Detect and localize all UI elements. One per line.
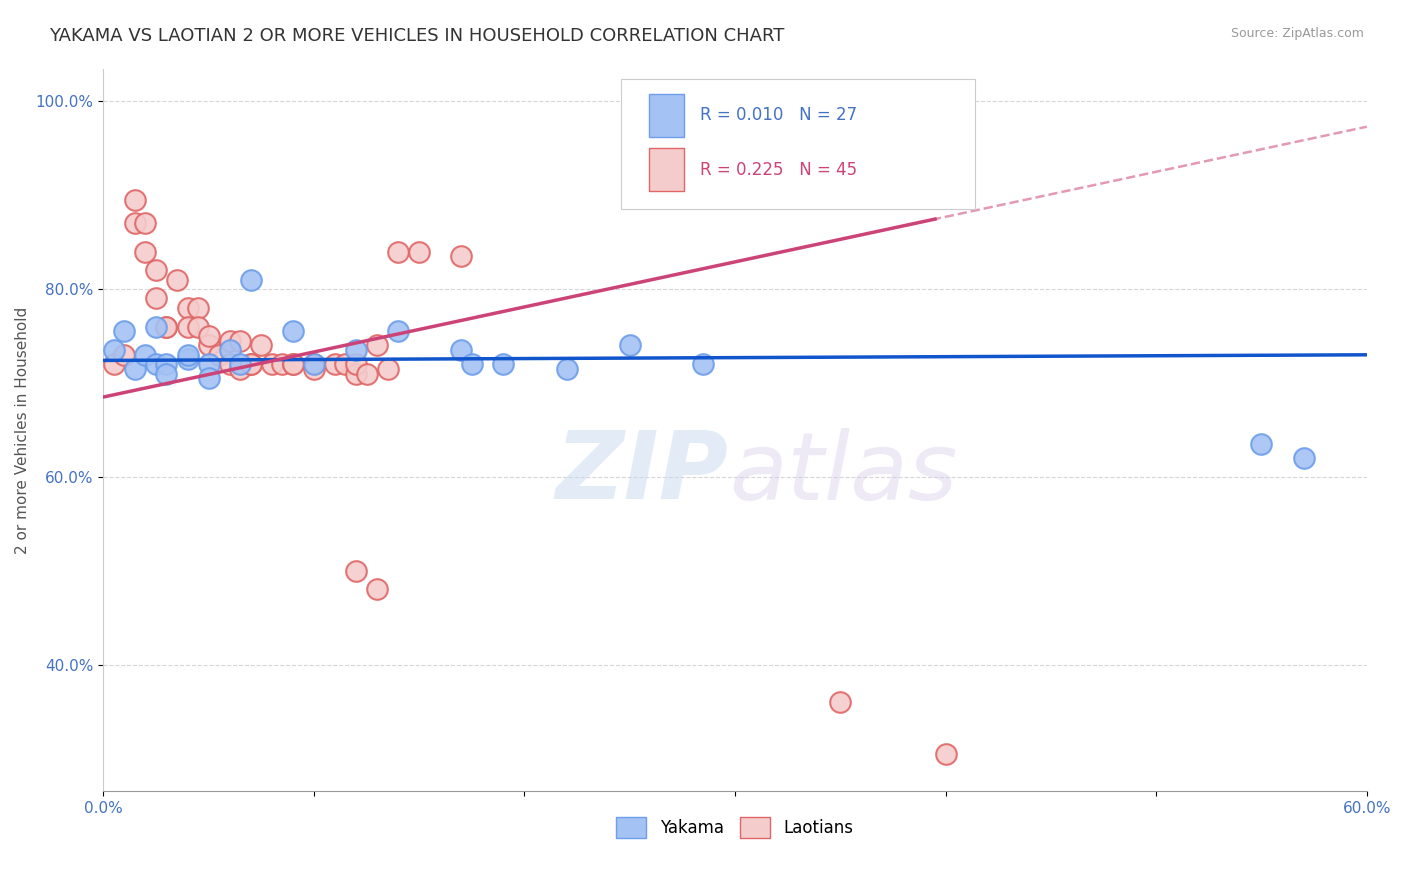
Text: YAKAMA VS LAOTIAN 2 OR MORE VEHICLES IN HOUSEHOLD CORRELATION CHART: YAKAMA VS LAOTIAN 2 OR MORE VEHICLES IN … [49,27,785,45]
Point [229,362,252,376]
Point [145,319,167,334]
Point [281,324,304,338]
Point [103,343,125,358]
Point [271,357,294,371]
Point [134,348,156,362]
Point [187,319,209,334]
Point [124,216,146,230]
Point [155,319,177,334]
Point [302,362,325,376]
Text: Source: ZipAtlas.com: Source: ZipAtlas.com [1230,27,1364,40]
Point [302,357,325,371]
FancyBboxPatch shape [650,94,685,137]
Point [166,273,188,287]
Point [555,362,578,376]
Point [145,263,167,277]
Point [112,348,135,362]
Point [387,324,409,338]
Point [302,357,325,371]
Point [176,352,198,367]
Point [176,319,198,334]
Point [197,357,219,371]
Point [356,367,378,381]
Point [830,695,852,709]
Text: R = 0.010   N = 27: R = 0.010 N = 27 [700,106,856,125]
Point [250,338,273,352]
Point [450,249,472,263]
Point [239,273,262,287]
Point [176,301,198,315]
Point [344,357,367,371]
Point [197,338,219,352]
Point [155,319,177,334]
Point [112,324,135,338]
Point [366,582,388,597]
Point [145,357,167,371]
Point [155,367,177,381]
Point [461,357,484,371]
Point [1250,437,1272,451]
Point [450,343,472,358]
Point [187,301,209,315]
Point [218,334,240,348]
Point [281,357,304,371]
Point [387,244,409,259]
Point [619,338,641,352]
Point [260,357,283,371]
Point [344,343,367,358]
Point [281,357,304,371]
Point [124,362,146,376]
Point [145,292,167,306]
Point [218,343,240,358]
Y-axis label: 2 or more Vehicles in Household: 2 or more Vehicles in Household [15,306,30,554]
Point [344,564,367,578]
Point [134,244,156,259]
Point [377,362,399,376]
Point [344,367,367,381]
Text: atlas: atlas [728,428,957,519]
Point [1292,451,1315,466]
Text: R = 0.225   N = 45: R = 0.225 N = 45 [700,161,856,178]
Point [229,334,252,348]
Point [208,348,231,362]
Point [239,357,262,371]
Point [323,357,346,371]
Point [229,357,252,371]
Point [218,357,240,371]
FancyBboxPatch shape [621,79,976,210]
Point [134,216,156,230]
Point [197,371,219,385]
Point [935,747,957,761]
Point [176,348,198,362]
Text: ZIP: ZIP [555,427,728,519]
Point [692,357,714,371]
FancyBboxPatch shape [650,148,685,192]
Point [239,357,262,371]
Point [408,244,430,259]
Point [335,357,357,371]
Point [492,357,515,371]
Point [197,329,219,343]
Point [366,338,388,352]
Legend: Yakama, Laotians: Yakama, Laotians [610,811,860,845]
Point [124,193,146,207]
Point [103,357,125,371]
Point [155,357,177,371]
